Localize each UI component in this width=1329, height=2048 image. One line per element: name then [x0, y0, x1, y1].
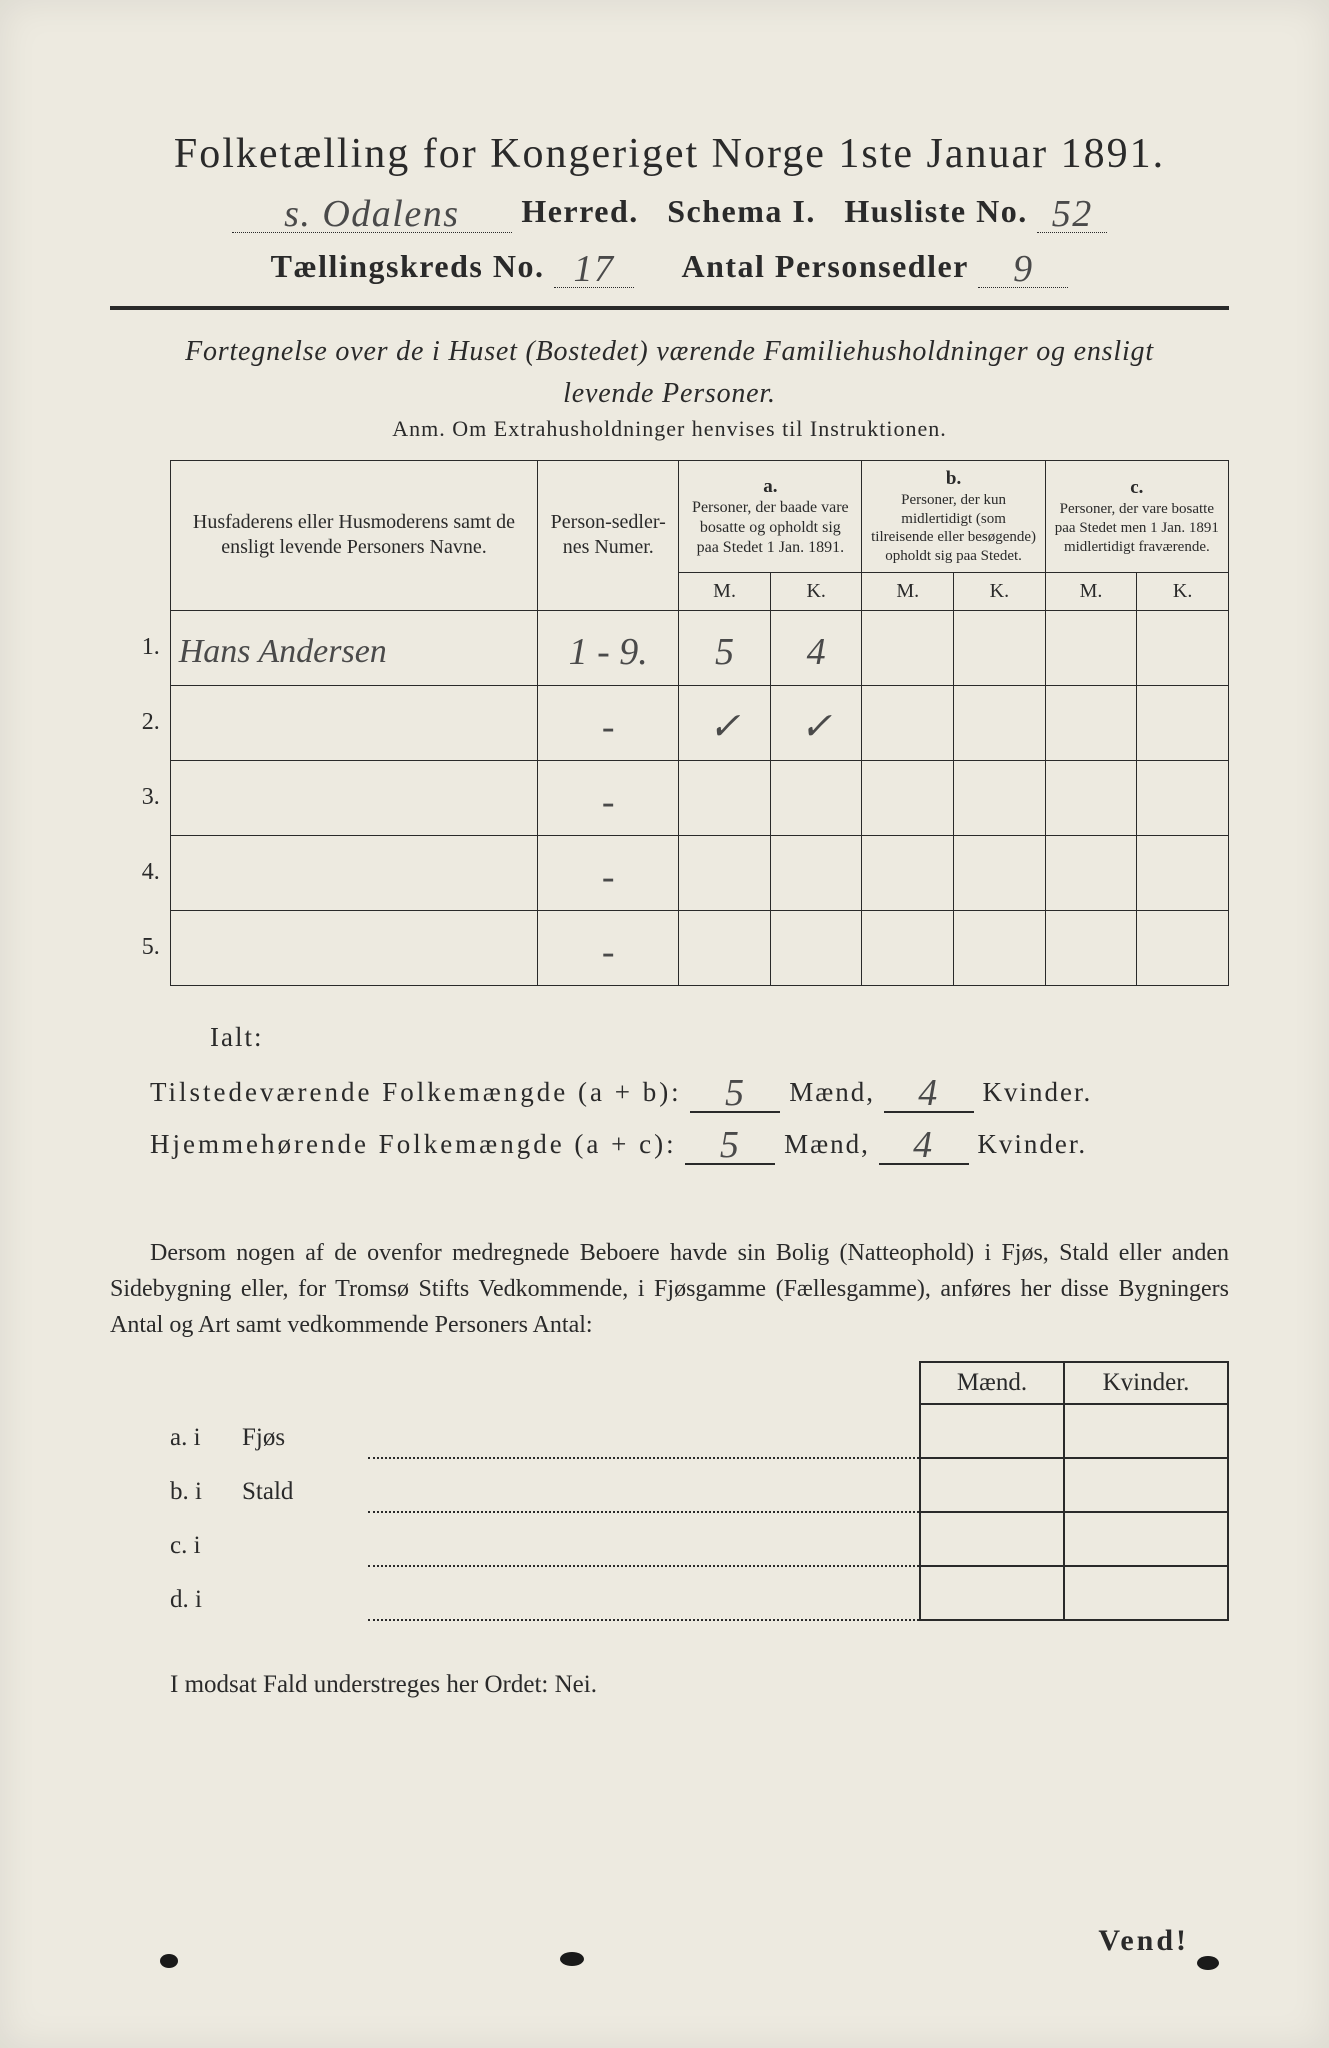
col-b: b. Personer, der kun midlertidigt (som t… [862, 461, 1045, 573]
final-line: I modsat Fald understreges her Ordet: Ne… [110, 1671, 1229, 1699]
lower-head-maend: Mænd. [920, 1362, 1064, 1404]
header-line-1: s. Odalens Herred. Schema I. Husliste No… [110, 188, 1229, 233]
antal-label: Antal Personsedler [681, 248, 968, 284]
kreds-label: Tællingskreds No. [271, 248, 545, 284]
census-form-page: Folketælling for Kongeriget Norge 1ste J… [0, 0, 1329, 2048]
table-row: 5.- [110, 910, 1229, 985]
col-b-k: K. [954, 572, 1046, 610]
table-row: 2.-✓✓ [110, 685, 1229, 760]
col-c-k: K. [1137, 572, 1229, 610]
col-blank [110, 461, 170, 611]
herred-value: s. Odalens [284, 192, 459, 236]
household-table: Husfaderens eller Husmoderens samt de en… [110, 460, 1229, 986]
lower-row: a. iFjøs [110, 1404, 1228, 1458]
divider-rule [110, 306, 1229, 310]
col-a-m: M. [679, 572, 771, 610]
table-row: 3.- [110, 760, 1229, 835]
table-row: 4.- [110, 835, 1229, 910]
table-row: 1.Hans Andersen1 - 9.54 [110, 610, 1229, 685]
antal-value: 9 [1013, 247, 1034, 291]
ialt-label: Ialt: [210, 1022, 1229, 1053]
vend-label: Vend! [1098, 1924, 1189, 1958]
col-b-m: M. [862, 572, 954, 610]
herred-label: Herred. [521, 193, 638, 229]
kreds-value: 17 [573, 247, 614, 291]
col-a-k: K. [770, 572, 862, 610]
ink-blot-icon [160, 1954, 178, 1968]
totals-block: Ialt: Tilstedeværende Folkemængde (a + b… [110, 1022, 1229, 1165]
col-c-m: M. [1045, 572, 1137, 610]
totals-line-2: Hjemmehørende Folkemængde (a + c): 5 Mæn… [150, 1119, 1229, 1165]
header-line-2: Tællingskreds No. 17 Antal Personsedler … [110, 243, 1229, 288]
subtitle-line-2: levende Personer. [110, 378, 1229, 410]
lower-table: Mænd. Kvinder. a. iFjøs b. iStald c. i d… [110, 1361, 1229, 1621]
col-names: Husfaderens eller Husmoderens samt de en… [170, 461, 538, 611]
lower-row: c. i [110, 1512, 1228, 1566]
schema-label: Schema I. [667, 193, 816, 229]
col-a: a. Personer, der baade vare bosatte og o… [679, 461, 862, 573]
totals-line-1: Tilstedeværende Folkemængde (a + b): 5 M… [150, 1067, 1229, 1113]
husliste-value: 52 [1052, 192, 1093, 236]
col-numer: Person-sedler-nes Numer. [538, 461, 679, 611]
subtitle-line-1: Fortegnelse over de i Huset (Bostedet) v… [110, 336, 1229, 368]
husliste-label: Husliste No. [844, 193, 1027, 229]
lower-head-kvinder: Kvinder. [1064, 1362, 1228, 1404]
col-c: c. Personer, der vare bosatte paa Stedet… [1045, 461, 1228, 573]
lower-row: d. i [110, 1566, 1228, 1620]
page-title: Folketælling for Kongeriget Norge 1ste J… [110, 130, 1229, 178]
lower-row: b. iStald [110, 1458, 1228, 1512]
ink-blot-icon [560, 1952, 584, 1966]
instruction-paragraph: Dersom nogen af de ovenfor medregnede Be… [110, 1235, 1229, 1343]
anm-note: Anm. Om Extrahusholdninger henvises til … [110, 416, 1229, 442]
ink-blot-icon [1197, 1956, 1219, 1970]
